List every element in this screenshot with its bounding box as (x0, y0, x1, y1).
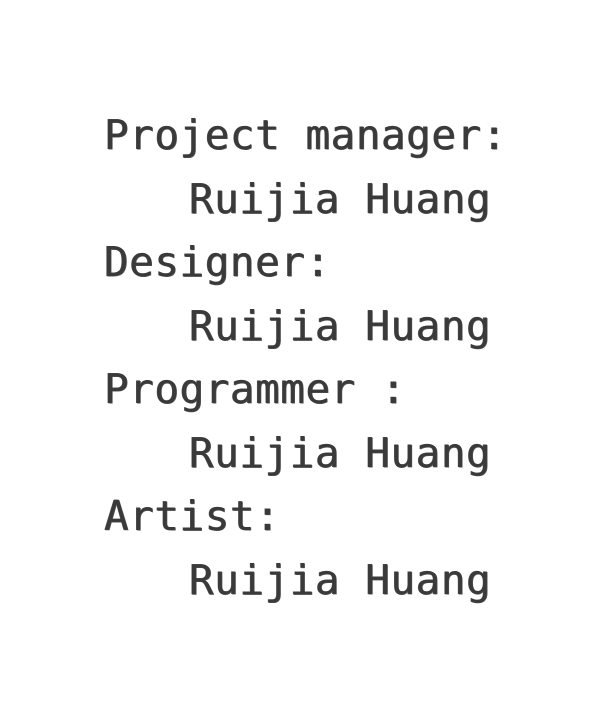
credit-role-artist: Artist: (104, 492, 281, 540)
credit-name-project-manager: Ruijia Huang (189, 174, 492, 223)
credit-name-designer: Ruijia Huang (189, 301, 492, 350)
credit-role-programmer: Programmer : (104, 365, 407, 413)
credit-name-programmer: Ruijia Huang (189, 428, 492, 477)
credit-role-project-manager: Project manager: (104, 111, 507, 159)
credit-name-artist: Ruijia Huang (189, 555, 492, 604)
credit-role-designer: Designer: (104, 238, 331, 286)
credits-list: Project manager: Ruijia Huang Designer: … (104, 104, 584, 612)
